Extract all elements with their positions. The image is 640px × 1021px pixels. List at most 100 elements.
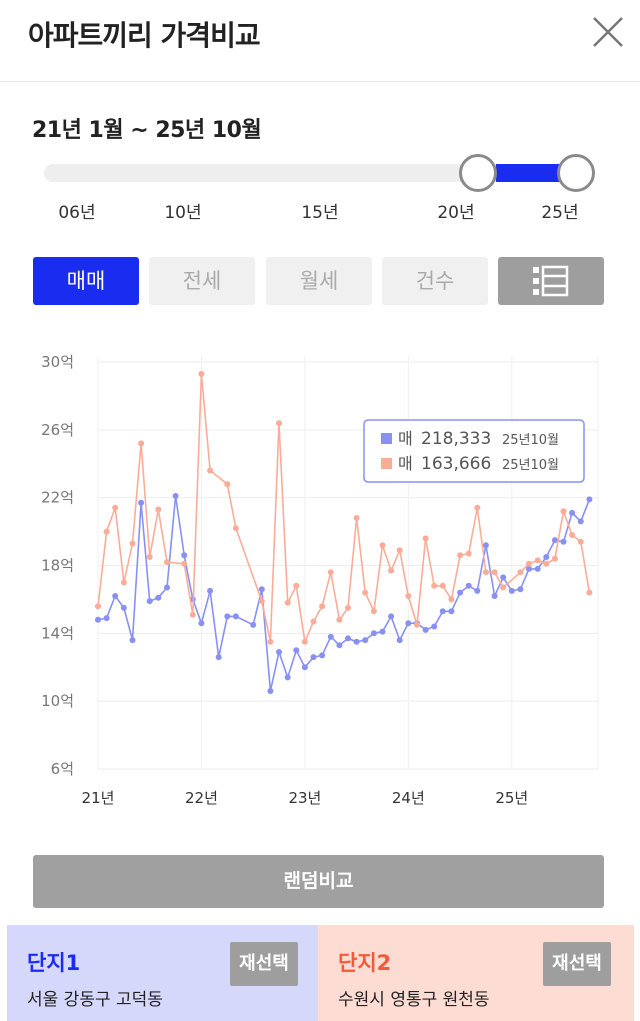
series-1-point — [526, 565, 532, 572]
series-1-point — [284, 674, 291, 681]
series-2-point — [129, 540, 136, 547]
series-1-point — [422, 626, 429, 633]
complex-2-card[interactable]: 단지2 수원시 영통구 원천동 재선택 — [318, 925, 634, 1021]
series-1-point — [396, 637, 403, 644]
series-1-point — [543, 554, 550, 560]
series-2-point — [301, 638, 308, 645]
series-1-point — [482, 542, 489, 549]
series-1-point — [138, 499, 145, 506]
series-2-point — [560, 508, 567, 515]
random-compare-button[interactable]: 랜덤비교 — [33, 855, 604, 908]
series-2-point — [284, 599, 291, 606]
series-2-point — [198, 370, 205, 377]
series-1-point — [327, 633, 334, 640]
period-label: 21년 1월 ~ 25년 10월 — [32, 118, 262, 143]
series-1-point — [155, 594, 162, 601]
series-1-point — [500, 574, 507, 581]
series-2-point — [95, 603, 101, 610]
series-2-point — [120, 579, 127, 586]
slider-track[interactable] — [44, 164, 564, 182]
price-chart: 30억 26억 22억 18억 14억 10억 6억 21년 22년 23년 24년 25년 매 2… — [41, 353, 599, 807]
slider-end-handle[interactable] — [557, 154, 595, 192]
series-2-point — [543, 560, 550, 567]
series-2-point — [310, 618, 317, 625]
y-tick-label: 10억 — [41, 692, 74, 710]
series-1-point — [181, 552, 188, 559]
tab-jeonse[interactable]: 전세 — [149, 257, 255, 305]
close-icon — [593, 17, 623, 47]
series-2-point — [327, 569, 334, 576]
series-1-point — [431, 623, 438, 630]
period-slider[interactable] — [44, 154, 598, 192]
series-2-point — [474, 504, 481, 511]
slider-tick-label: 06년 — [58, 203, 96, 223]
legend-value: 218,333 — [421, 429, 491, 449]
y-tick-label: 26억 — [41, 421, 74, 439]
list-view-button[interactable] — [498, 257, 604, 305]
series-1-point — [388, 613, 395, 620]
series-1-point — [319, 652, 326, 659]
series-1-point — [310, 654, 317, 661]
complex-1-card[interactable]: 단지1 서울 강동구 고덕동 재선택 — [7, 925, 318, 1021]
series-2-point — [586, 589, 593, 596]
series-2-point — [293, 582, 300, 589]
complex-2-reselect-button[interactable]: 재선택 — [543, 942, 611, 986]
close-button[interactable] — [588, 12, 628, 52]
tab-sale[interactable]: 매매 — [33, 257, 139, 305]
legend-value: 163,666 — [421, 454, 491, 474]
series-2-point — [146, 554, 153, 560]
series-1-point — [491, 593, 498, 599]
series-2-point — [551, 555, 558, 562]
series-1-point — [586, 496, 593, 503]
series-1-point — [474, 587, 481, 594]
series-1-point — [95, 616, 101, 623]
legend-prefix: 매 — [398, 454, 413, 473]
tab-count[interactable]: 건수 — [382, 257, 488, 305]
series-2-point — [526, 560, 532, 567]
series-1-point — [457, 589, 464, 596]
series-1-point — [276, 649, 282, 655]
series-2-point — [353, 515, 360, 521]
series-1-point — [129, 637, 136, 644]
series-1-point — [560, 538, 567, 545]
series-2-point — [319, 603, 326, 610]
series-1-point — [336, 642, 343, 649]
series-2-point — [431, 582, 438, 589]
list-icon — [533, 265, 569, 297]
series-2-point — [112, 504, 119, 511]
series-2-point — [448, 596, 455, 603]
tab-monthly-rent[interactable]: 월세 — [266, 257, 372, 305]
legend-swatch — [381, 458, 392, 469]
series-1-point — [362, 637, 369, 644]
slider-start-handle[interactable] — [459, 154, 497, 192]
series-1-point — [379, 628, 386, 635]
series-1-point — [164, 584, 170, 591]
series-2-point — [414, 621, 420, 628]
x-tick-label: 23년 — [288, 789, 321, 807]
x-tick-label: 24년 — [392, 789, 425, 807]
series-2-point — [258, 598, 265, 605]
series-2-point — [517, 569, 524, 576]
series-2-point — [276, 420, 282, 427]
series-2-point — [577, 538, 584, 545]
complex-1-reselect-button[interactable]: 재선택 — [230, 942, 298, 986]
series-2-point — [345, 604, 351, 611]
series-1-point — [508, 587, 515, 594]
series-2-point — [103, 528, 110, 535]
series-2-point — [232, 525, 239, 532]
series-2-point — [224, 481, 231, 488]
series-2-point — [439, 582, 446, 589]
series-2-line — [97, 373, 591, 645]
series-2-point — [362, 589, 369, 596]
y-tick-label: 30억 — [41, 353, 74, 371]
series-1-point — [250, 621, 257, 628]
series-1-point — [112, 593, 119, 599]
series-1-point — [232, 613, 239, 620]
legend-date: 25년10월 — [502, 458, 559, 473]
series-1-line — [97, 495, 591, 692]
series-1-point — [301, 664, 308, 671]
series-1-point — [146, 598, 153, 605]
series-1-point — [551, 537, 558, 544]
series-2-point — [138, 440, 145, 447]
series-2-point — [336, 616, 343, 623]
